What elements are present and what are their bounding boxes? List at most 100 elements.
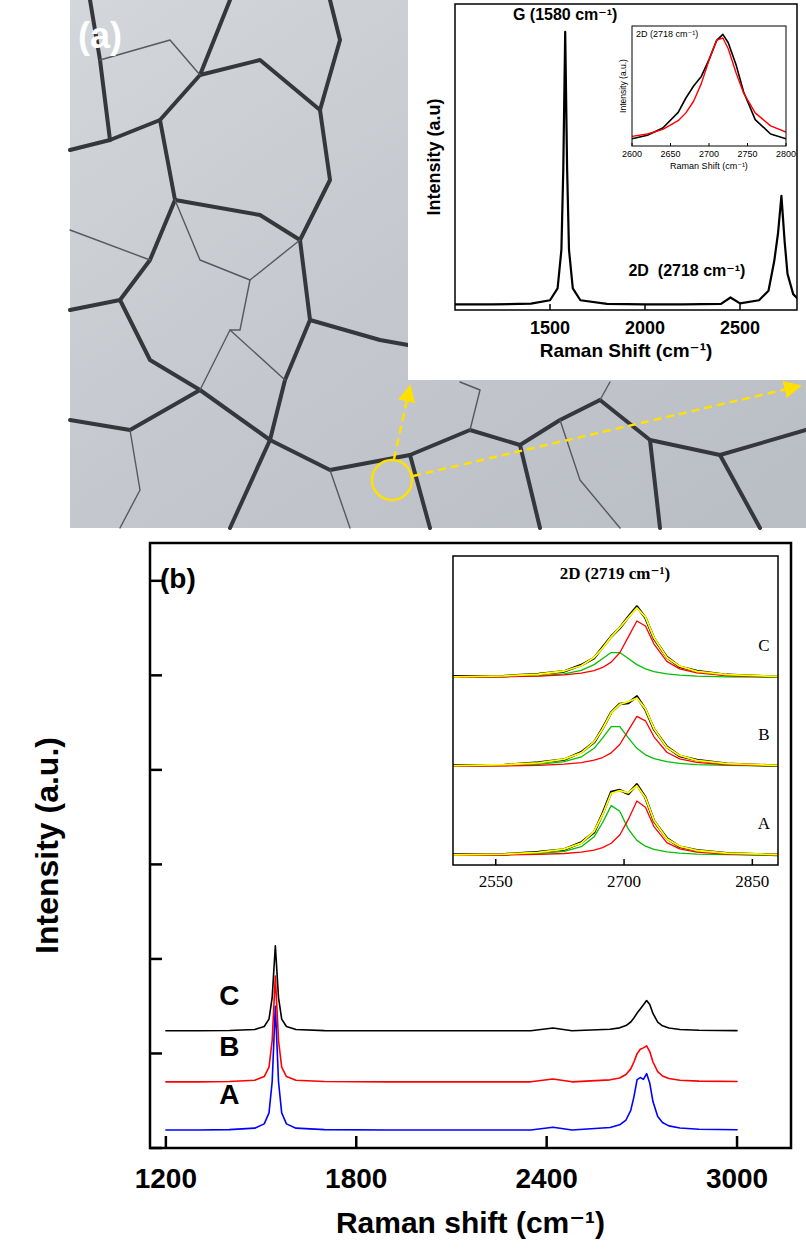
x-tick-label: 1800 xyxy=(325,1163,387,1194)
crack xyxy=(120,300,270,440)
crack xyxy=(230,240,310,528)
highlight-circle xyxy=(372,460,412,500)
crack xyxy=(600,382,610,400)
x-tick-label: 1500 xyxy=(530,318,570,338)
x-tick xyxy=(644,304,646,310)
x-tick xyxy=(623,859,625,865)
x-tick xyxy=(752,859,754,865)
crack xyxy=(175,200,300,280)
series-label: B xyxy=(219,1031,239,1062)
spectrum-line xyxy=(453,696,778,765)
plot: 26002650270027502800Raman Shift (cm⁻¹)In… xyxy=(618,26,796,171)
series-label: A xyxy=(758,814,771,833)
x-tick-label: 2500 xyxy=(720,318,760,338)
x-axis-title: Raman shift (cm⁻¹) xyxy=(336,1206,605,1239)
plot-background xyxy=(150,543,791,1148)
crack xyxy=(460,382,480,430)
x-tick xyxy=(165,1136,168,1148)
x-tick xyxy=(747,143,748,146)
plot: 1500 2000 2500 Raman Shift (cm⁻¹) Intensity … xyxy=(424,4,797,361)
x-tick-label: 2850 xyxy=(735,872,769,891)
y-axis-title: Intensity (a.u.) xyxy=(29,737,65,954)
x-tick-label: 2600 xyxy=(622,149,642,159)
spectrum-line xyxy=(453,786,778,855)
x-tick xyxy=(495,859,497,865)
panel-label: (b) xyxy=(160,563,196,594)
x-tick-label: 2800 xyxy=(776,149,796,159)
spectrum-line xyxy=(166,1006,737,1130)
plot-frame xyxy=(632,26,786,146)
spectrum-line xyxy=(453,716,778,766)
y-tick xyxy=(150,1052,162,1055)
x-tick-label: 2550 xyxy=(479,872,513,891)
crack xyxy=(70,390,200,430)
spectrum-line xyxy=(453,608,778,677)
crack xyxy=(720,455,760,528)
crack xyxy=(270,430,520,470)
plot: 1200180024003000Raman shift (cm⁻¹)Intens… xyxy=(29,543,791,1239)
series-label: C xyxy=(758,636,769,655)
series-group xyxy=(166,946,737,1130)
y-axis-title: Intensity (a.u.) xyxy=(618,59,628,113)
x-axis-title: Raman Shift (cm⁻¹) xyxy=(540,340,713,361)
panel-label: (a) xyxy=(78,15,122,56)
x-tick-label: 2750 xyxy=(737,149,757,159)
crack xyxy=(175,200,300,240)
crack xyxy=(560,420,620,528)
crack xyxy=(600,400,806,455)
series-group xyxy=(453,607,778,856)
crack xyxy=(520,445,540,528)
plot-frame xyxy=(453,556,778,865)
peak-annotation: 2D (2718 cm⁻¹) xyxy=(628,262,745,279)
arrow xyxy=(394,386,410,459)
spectrum-line xyxy=(453,784,778,854)
micrograph xyxy=(70,0,806,528)
plot-frame xyxy=(150,543,791,1148)
crack xyxy=(200,60,320,110)
x-tick-label: 2700 xyxy=(699,149,719,159)
x-tick xyxy=(736,1136,739,1148)
crack xyxy=(300,0,340,240)
x-tick xyxy=(709,143,710,146)
crack xyxy=(230,280,250,330)
crack xyxy=(200,330,285,390)
crack xyxy=(520,400,600,445)
y-tick xyxy=(150,1147,162,1150)
x-axis-title: Raman Shift (cm⁻¹) xyxy=(670,161,748,171)
plot-background xyxy=(453,556,778,865)
crack xyxy=(410,455,430,528)
crack xyxy=(120,430,140,528)
plot-background xyxy=(632,26,786,146)
x-tick xyxy=(545,1136,548,1148)
series-label: A xyxy=(219,1079,239,1110)
plot: 2550270028502D (2719 cm⁻¹)ABC xyxy=(453,556,778,891)
series-group xyxy=(632,34,786,138)
inset-background xyxy=(408,0,806,380)
x-tick xyxy=(786,143,787,146)
micrograph-background xyxy=(70,0,806,528)
y-axis-title: Intensity (a.u) xyxy=(424,98,444,215)
x-tick xyxy=(670,143,671,146)
x-tick xyxy=(355,1136,358,1148)
spectrum-line xyxy=(453,806,778,856)
plot-title: 2D (2718 cm⁻¹) xyxy=(636,29,698,39)
plot-title: 2D (2719 cm⁻¹) xyxy=(560,564,670,583)
x-tick xyxy=(632,143,633,146)
figure: 1500 2000 2500 Raman Shift (cm⁻¹) Intensity … xyxy=(0,0,806,1251)
spectrum-line xyxy=(632,38,786,136)
x-tick-label: 2700 xyxy=(607,872,641,891)
crack xyxy=(70,120,175,310)
crack xyxy=(310,320,408,345)
plot-background xyxy=(455,4,797,310)
spectrum-line xyxy=(453,801,778,855)
plot-frame xyxy=(455,4,797,310)
crack xyxy=(650,440,660,528)
y-tick xyxy=(150,769,162,772)
x-tick-label: 2000 xyxy=(625,318,665,338)
spectrum-line xyxy=(166,946,737,1031)
spectrum-line xyxy=(453,653,778,678)
series-label: C xyxy=(219,980,239,1011)
crack xyxy=(70,230,150,260)
y-tick xyxy=(150,958,162,961)
spectrum-line xyxy=(453,698,778,766)
